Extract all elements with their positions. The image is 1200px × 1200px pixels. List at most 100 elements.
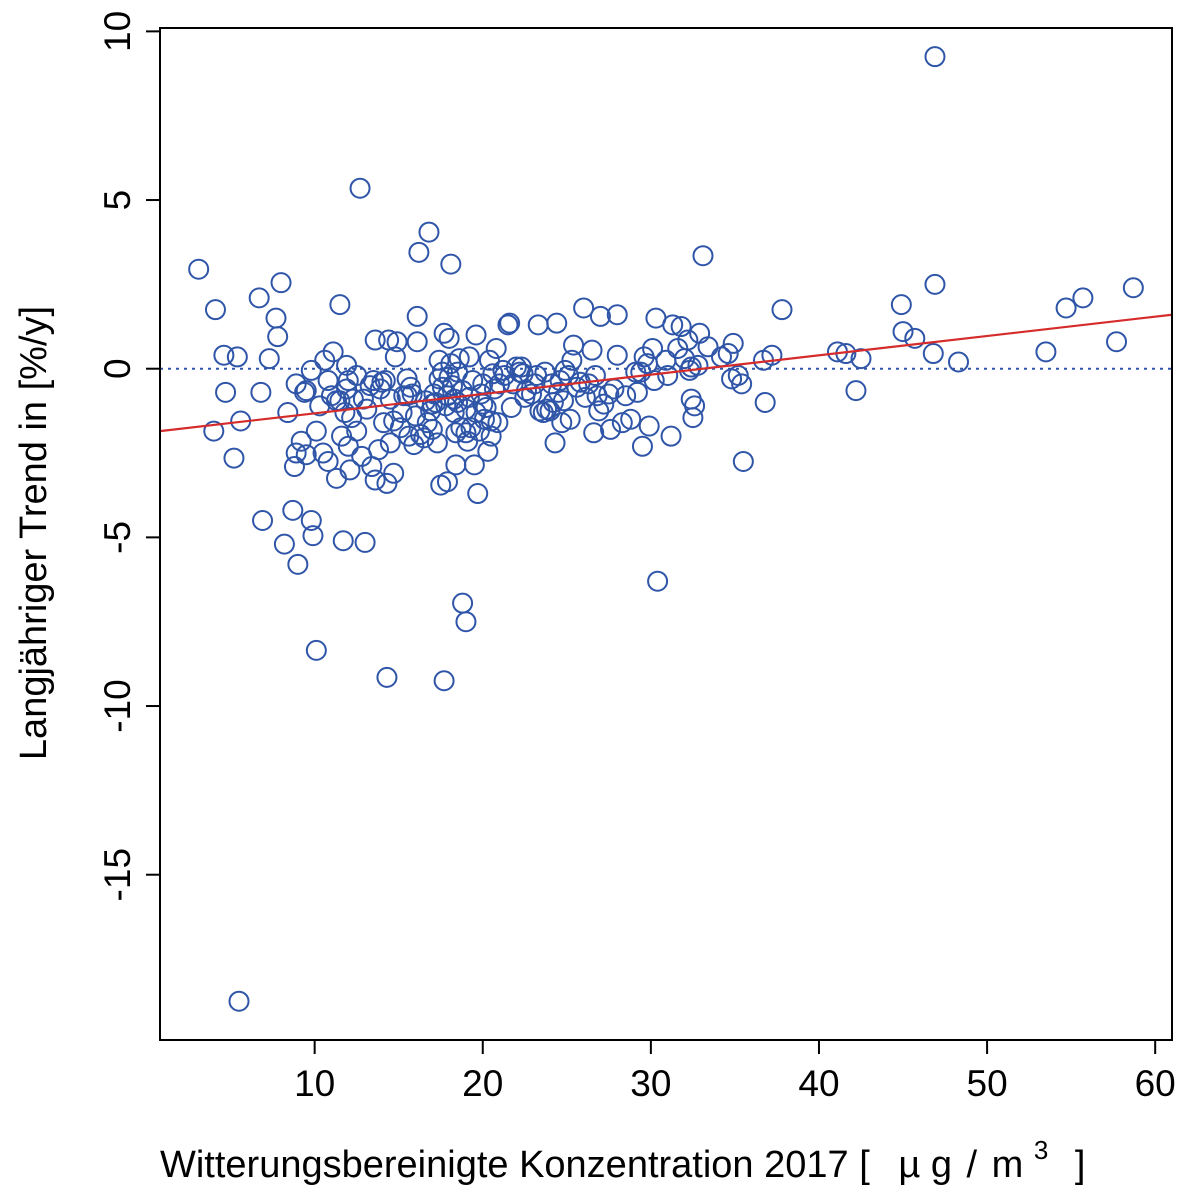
x-tick-label: 10 xyxy=(294,1063,335,1104)
data-point xyxy=(561,349,583,371)
data-point xyxy=(436,471,458,493)
data-point xyxy=(290,430,312,452)
data-point xyxy=(465,324,487,346)
data-point xyxy=(643,370,665,392)
data-point xyxy=(475,397,497,418)
data-point xyxy=(265,307,287,329)
data-point xyxy=(1055,297,1077,319)
data-point xyxy=(250,381,272,403)
data-point xyxy=(428,349,450,371)
data-point xyxy=(277,402,299,424)
data-point xyxy=(761,344,783,366)
data-point xyxy=(421,393,443,415)
data-point xyxy=(904,327,926,349)
y-tick-label: -10 xyxy=(97,679,138,732)
data-point xyxy=(302,525,324,547)
data-point xyxy=(376,666,398,688)
x-axis-title-unit-g: g xyxy=(931,1144,952,1186)
data-point xyxy=(593,393,615,415)
data-point xyxy=(589,305,611,327)
data-point xyxy=(682,407,704,429)
data-point xyxy=(626,381,648,403)
data-point xyxy=(383,462,405,484)
data-point xyxy=(600,418,622,440)
data-point xyxy=(657,364,679,386)
data-point xyxy=(406,331,428,353)
data-point xyxy=(487,412,509,434)
data-point xyxy=(497,314,519,336)
data-point xyxy=(371,371,393,393)
x-axis: 10 20 30 40 50 60 xyxy=(294,1039,1176,1104)
data-point xyxy=(226,346,248,368)
data-point xyxy=(638,415,660,437)
data-point xyxy=(305,420,327,442)
data-point xyxy=(660,425,682,447)
data-point xyxy=(552,390,574,412)
data-point xyxy=(514,386,536,408)
x-tick-label: 60 xyxy=(1135,1063,1176,1104)
data-point xyxy=(314,349,336,371)
data-point xyxy=(527,314,549,336)
data-point xyxy=(223,447,245,469)
data-point xyxy=(687,354,709,376)
data-point xyxy=(948,351,970,373)
data-point xyxy=(922,343,944,365)
data-point xyxy=(924,273,946,295)
y-axis-title: Langjähriger Trend in [%/y] xyxy=(13,306,55,760)
data-point xyxy=(305,639,327,661)
data-point xyxy=(270,272,292,294)
data-point xyxy=(445,454,467,476)
data-point xyxy=(845,380,867,402)
data-point xyxy=(890,294,912,316)
data-point xyxy=(581,339,603,361)
data-point xyxy=(295,380,317,402)
data-point xyxy=(396,385,418,407)
data-point xyxy=(379,432,401,454)
data-point xyxy=(410,423,432,445)
data-point xyxy=(368,439,390,461)
data-point xyxy=(406,305,428,327)
plot-frame xyxy=(159,27,1173,1041)
data-point xyxy=(300,510,322,532)
data-point xyxy=(754,391,776,413)
data-point xyxy=(317,450,339,472)
x-axis-title-main: Witterungsbereinigte Konzentration 2017 … xyxy=(160,1144,870,1186)
data-point xyxy=(228,990,250,1012)
data-point xyxy=(258,348,280,370)
y-tick-label: 5 xyxy=(97,190,138,211)
x-tick-label: 20 xyxy=(462,1063,503,1104)
data-point xyxy=(536,398,558,420)
data-point xyxy=(379,388,401,410)
data-point xyxy=(583,422,605,444)
data-point xyxy=(215,381,237,403)
data-point xyxy=(670,316,692,338)
data-point xyxy=(1106,331,1128,353)
x-tick-label: 50 xyxy=(967,1063,1008,1104)
x-tick-label: 40 xyxy=(798,1063,839,1104)
data-point xyxy=(322,341,344,363)
data-point xyxy=(455,611,477,633)
data-point xyxy=(364,469,386,491)
data-point xyxy=(1122,277,1144,299)
data-point xyxy=(603,378,625,400)
data-point xyxy=(662,314,684,336)
data-point xyxy=(282,499,304,521)
data-point xyxy=(684,395,706,417)
y-tick-label: -15 xyxy=(97,848,138,901)
data-point xyxy=(642,337,664,359)
x-axis-title-close: ] xyxy=(1075,1144,1086,1186)
data-points xyxy=(188,46,1144,1012)
data-point xyxy=(337,370,359,392)
data-point xyxy=(364,329,386,351)
data-point xyxy=(615,385,637,407)
data-point xyxy=(892,321,914,343)
data-point xyxy=(478,349,500,371)
data-point xyxy=(329,294,351,316)
data-point xyxy=(771,299,793,321)
data-point xyxy=(248,287,270,309)
data-point xyxy=(326,467,348,489)
data-point xyxy=(455,422,477,444)
data-point xyxy=(349,177,371,199)
data-point xyxy=(188,258,210,280)
